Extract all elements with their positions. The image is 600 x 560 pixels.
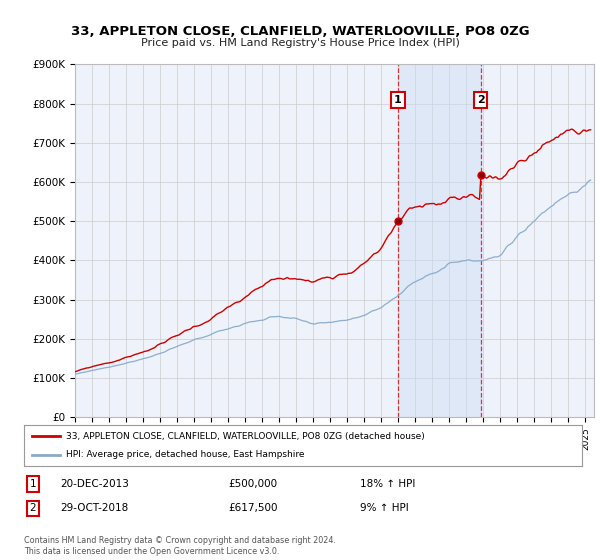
Text: 33, APPLETON CLOSE, CLANFIELD, WATERLOOVILLE, PO8 0ZG (detached house): 33, APPLETON CLOSE, CLANFIELD, WATERLOOV… bbox=[66, 432, 425, 441]
Text: HPI: Average price, detached house, East Hampshire: HPI: Average price, detached house, East… bbox=[66, 450, 304, 459]
Text: Price paid vs. HM Land Registry's House Price Index (HPI): Price paid vs. HM Land Registry's House … bbox=[140, 38, 460, 48]
Text: 33, APPLETON CLOSE, CLANFIELD, WATERLOOVILLE, PO8 0ZG: 33, APPLETON CLOSE, CLANFIELD, WATERLOOV… bbox=[71, 25, 529, 38]
Bar bbox=[398, 64, 481, 417]
Text: 18% ↑ HPI: 18% ↑ HPI bbox=[360, 479, 415, 489]
Text: 1: 1 bbox=[394, 95, 401, 105]
Text: 2: 2 bbox=[476, 95, 484, 105]
Text: £617,500: £617,500 bbox=[228, 503, 277, 514]
Text: 9% ↑ HPI: 9% ↑ HPI bbox=[360, 503, 409, 514]
Text: Contains HM Land Registry data © Crown copyright and database right 2024.
This d: Contains HM Land Registry data © Crown c… bbox=[24, 536, 336, 556]
Text: 20-DEC-2013: 20-DEC-2013 bbox=[60, 479, 129, 489]
Text: 1: 1 bbox=[29, 479, 37, 489]
Text: 2: 2 bbox=[29, 503, 37, 514]
Text: £500,000: £500,000 bbox=[228, 479, 277, 489]
Text: 29-OCT-2018: 29-OCT-2018 bbox=[60, 503, 128, 514]
